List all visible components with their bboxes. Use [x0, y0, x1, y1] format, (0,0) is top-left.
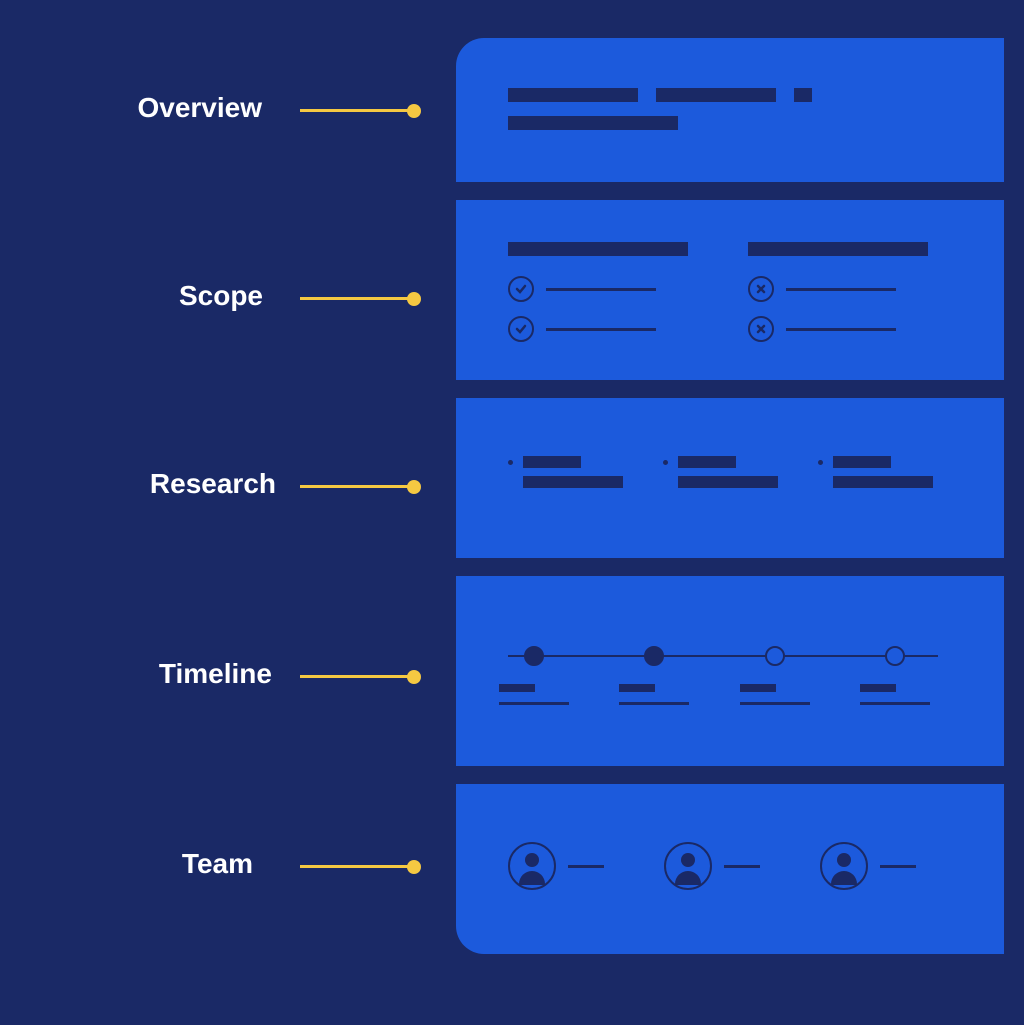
timeline-label: Timeline — [159, 658, 272, 690]
timeline-node — [524, 646, 544, 666]
avatar-head — [681, 853, 695, 867]
text-placeholder — [508, 88, 638, 102]
scope-column — [508, 242, 688, 356]
research-card — [456, 398, 1004, 558]
check-circle-icon — [508, 316, 534, 342]
research-items — [456, 398, 1004, 488]
avatar-icon — [820, 842, 868, 890]
team-member — [508, 842, 604, 890]
scope-column — [748, 242, 928, 356]
timeline-node — [765, 646, 785, 666]
timeline-labels — [508, 684, 938, 724]
team-member — [664, 842, 760, 890]
research-item — [818, 456, 973, 488]
team-name-placeholder — [724, 865, 760, 868]
avatar-body — [831, 871, 857, 885]
timeline-label — [499, 684, 569, 705]
timeline-label-bottom — [740, 702, 810, 705]
timeline-connector — [300, 675, 414, 678]
scope-item-text — [546, 288, 656, 291]
overview-card — [456, 38, 1004, 182]
text-placeholder — [656, 88, 776, 102]
team-connector-dot — [407, 860, 421, 874]
timeline-label — [860, 684, 930, 705]
team-card — [456, 784, 1004, 954]
scope-header — [508, 242, 688, 256]
team-member — [820, 842, 916, 890]
timeline-label-bottom — [860, 702, 930, 705]
research-subtitle — [833, 476, 933, 488]
research-title — [523, 456, 581, 468]
text-line — [508, 116, 1004, 130]
avatar-body — [675, 871, 701, 885]
research-item — [508, 456, 663, 488]
scope-card — [456, 200, 1004, 380]
research-item — [663, 456, 818, 488]
timeline-connector-dot — [407, 670, 421, 684]
text-line — [508, 88, 1004, 102]
timeline-track — [508, 646, 938, 666]
overview-connector-dot — [407, 104, 421, 118]
avatar-head — [837, 853, 851, 867]
scope-header — [748, 242, 928, 256]
research-connector — [300, 485, 414, 488]
research-connector-dot — [407, 480, 421, 494]
avatar-body — [519, 871, 545, 885]
scope-item — [748, 276, 928, 302]
timeline-line — [508, 655, 938, 657]
scope-item-text — [786, 288, 896, 291]
bullet-dot — [663, 460, 668, 465]
timeline-label — [619, 684, 689, 705]
timeline-label-bottom — [619, 702, 689, 705]
x-circle-icon — [748, 276, 774, 302]
text-placeholder — [508, 116, 678, 130]
research-subtitle — [523, 476, 623, 488]
timeline-label — [740, 684, 810, 705]
avatar-icon — [508, 842, 556, 890]
timeline-label-top — [619, 684, 655, 692]
team-label: Team — [182, 848, 253, 880]
research-label: Research — [150, 468, 276, 500]
team-name-placeholder — [568, 865, 604, 868]
team-members — [456, 784, 1004, 890]
avatar-head — [525, 853, 539, 867]
x-circle-icon — [748, 316, 774, 342]
scope-item-text — [786, 328, 896, 331]
scope-connector — [300, 297, 414, 300]
avatar-icon — [664, 842, 712, 890]
research-subtitle — [678, 476, 778, 488]
timeline-label-bottom — [499, 702, 569, 705]
bullet-dot — [508, 460, 513, 465]
timeline-node — [644, 646, 664, 666]
team-connector — [300, 865, 414, 868]
timeline-content — [456, 576, 1004, 724]
scope-columns — [456, 200, 1004, 356]
scope-label: Scope — [179, 280, 263, 312]
overview-connector — [300, 109, 414, 112]
research-title — [833, 456, 891, 468]
team-name-placeholder — [880, 865, 916, 868]
scope-connector-dot — [407, 292, 421, 306]
scope-item — [748, 316, 928, 342]
scope-item — [508, 316, 688, 342]
overview-label: Overview — [137, 92, 262, 124]
scope-item-text — [546, 328, 656, 331]
timeline-label-top — [740, 684, 776, 692]
timeline-label-top — [499, 684, 535, 692]
bullet-dot — [818, 460, 823, 465]
scope-item — [508, 276, 688, 302]
timeline-node — [885, 646, 905, 666]
check-circle-icon — [508, 276, 534, 302]
timeline-card — [456, 576, 1004, 766]
research-title — [678, 456, 736, 468]
overview-text — [456, 38, 1004, 130]
text-placeholder — [794, 88, 812, 102]
timeline-label-top — [860, 684, 896, 692]
